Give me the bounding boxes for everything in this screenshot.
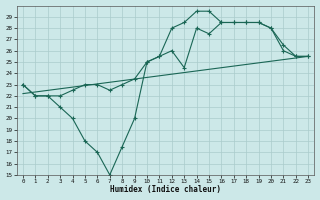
X-axis label: Humidex (Indice chaleur): Humidex (Indice chaleur): [110, 185, 221, 194]
